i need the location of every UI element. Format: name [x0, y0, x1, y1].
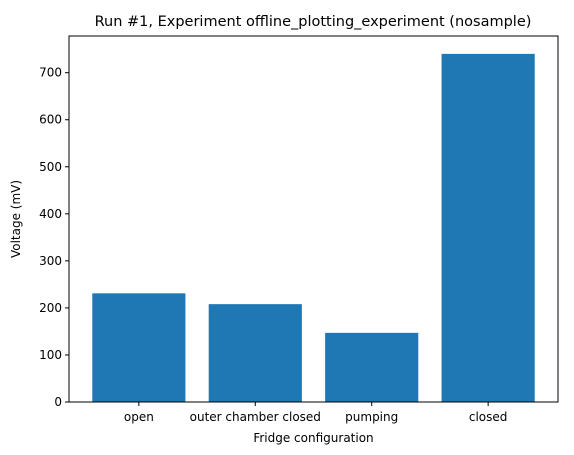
bar-outer-chamber-closed — [208, 304, 302, 402]
bar-pumping — [325, 332, 419, 402]
bars-layer — [92, 53, 535, 402]
chart-title: Run #1, Experiment offline_plotting_expe… — [95, 14, 532, 30]
x-tick-label: outer chamber closed — [190, 410, 321, 424]
bar-closed — [441, 53, 535, 402]
y-tick-label: 600 — [39, 113, 62, 127]
plot-frame — [68, 35, 559, 403]
y-tick-label: 700 — [39, 66, 62, 80]
bar-open — [92, 293, 186, 402]
x-axis: open outer chamber closed pumping closed — [124, 402, 508, 424]
x-axis-label: Fridge configuration — [253, 431, 373, 445]
y-axis: 0 100 200 300 400 500 600 700 — [39, 66, 69, 409]
y-tick-label: 400 — [39, 207, 62, 221]
y-axis-label: Voltage (mV) — [9, 180, 23, 258]
y-tick-label: 100 — [39, 348, 62, 362]
y-tick-label: 500 — [39, 160, 62, 174]
y-tick-label: 300 — [39, 254, 62, 268]
y-tick-label: 200 — [39, 301, 62, 315]
y-tick-label: 0 — [54, 395, 62, 409]
x-tick-label: open — [124, 410, 154, 424]
x-tick-label: closed — [469, 410, 508, 424]
x-tick-label: pumping — [345, 410, 398, 424]
